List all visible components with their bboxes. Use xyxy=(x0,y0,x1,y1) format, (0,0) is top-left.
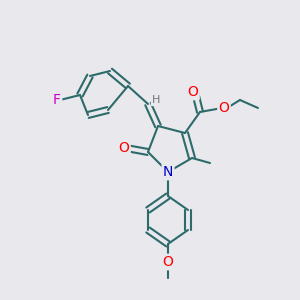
Text: O: O xyxy=(118,141,129,155)
Text: F: F xyxy=(53,93,61,107)
Text: H: H xyxy=(152,95,160,105)
Text: O: O xyxy=(163,255,173,269)
Text: N: N xyxy=(163,165,173,179)
Text: O: O xyxy=(188,85,198,99)
Text: O: O xyxy=(219,101,230,115)
